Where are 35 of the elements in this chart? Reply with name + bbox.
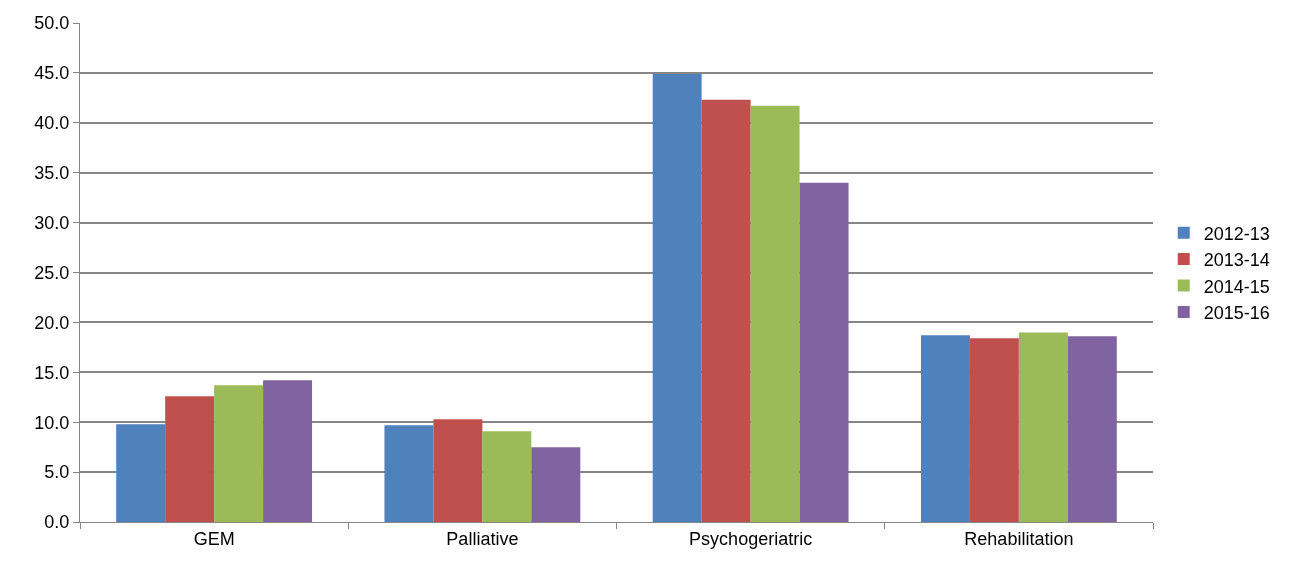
- bar: [1067, 336, 1117, 522]
- x-tick-label: GEM: [193, 528, 235, 549]
- y-tick-label: 25.0: [34, 262, 70, 283]
- bar: [750, 105, 800, 522]
- x-tick-label: Palliative: [446, 528, 519, 549]
- x-tick-label: Psychogeriatric: [689, 528, 813, 549]
- y-tick-label: 40.0: [34, 113, 70, 134]
- bar: [482, 431, 532, 522]
- legend-label: 2012-13: [1203, 223, 1270, 244]
- bar: [433, 419, 483, 522]
- legend-label: 2014-15: [1203, 276, 1270, 297]
- bar: [1018, 332, 1068, 522]
- y-tick-label: 50.0: [34, 13, 70, 34]
- bar: [920, 335, 970, 522]
- y-tick-label: 30.0: [34, 212, 70, 233]
- bar: [165, 396, 215, 522]
- y-tick-label: 45.0: [34, 63, 70, 84]
- y-tick-label: 10.0: [34, 412, 70, 433]
- bar: [701, 99, 751, 522]
- bar: [263, 380, 313, 522]
- bar: [384, 425, 434, 522]
- y-tick-label: 5.0: [44, 462, 70, 483]
- y-tick-label: 20.0: [34, 312, 70, 333]
- y-tick-label: 0.0: [44, 512, 70, 533]
- legend-label: 2013-14: [1203, 250, 1270, 271]
- bar: [652, 73, 702, 522]
- y-tick-label: 35.0: [34, 163, 70, 183]
- bar: [531, 447, 581, 522]
- legend-label: 2015-16: [1203, 302, 1270, 323]
- bar: [799, 182, 849, 522]
- bar: [214, 385, 264, 522]
- bar: [969, 338, 1019, 522]
- x-tick-label: Rehabilitation: [964, 528, 1074, 549]
- bar: [116, 424, 166, 522]
- y-tick-label: 15.0: [34, 362, 70, 383]
